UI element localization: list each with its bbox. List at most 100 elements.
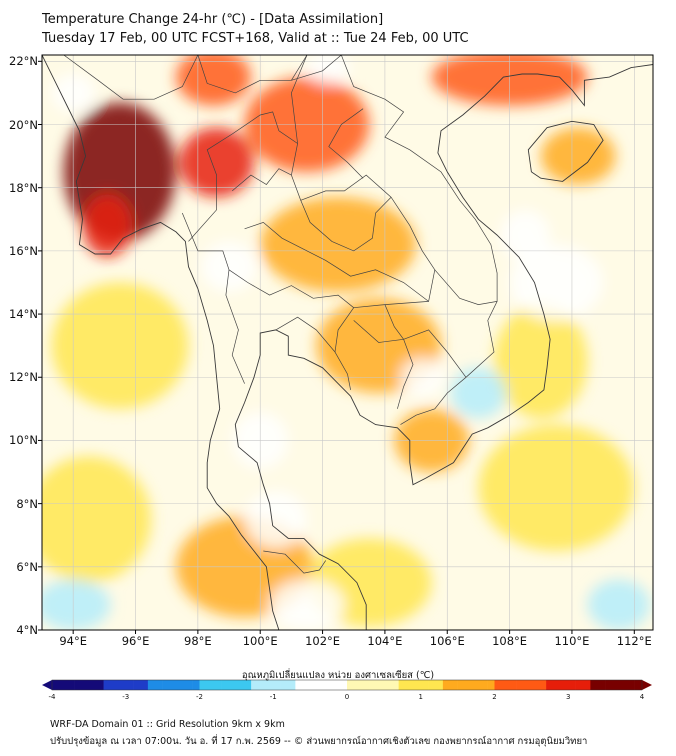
colorbar-segment bbox=[590, 680, 599, 690]
anomaly-blob bbox=[269, 579, 345, 630]
colorbar-segment bbox=[553, 680, 562, 690]
colorbar-tick-label: 0 bbox=[344, 693, 350, 701]
map-frame bbox=[41, 54, 654, 631]
anomaly-blob bbox=[587, 579, 650, 630]
lon-label: 94°E bbox=[59, 634, 87, 648]
colorbar-segment bbox=[265, 680, 274, 690]
colorbar-segment bbox=[619, 680, 628, 690]
colorbar-segment bbox=[354, 680, 363, 690]
lat-label: 6°N bbox=[16, 559, 38, 574]
lon-label: 96°E bbox=[121, 634, 150, 648]
coastline bbox=[234, 64, 653, 630]
colorbar-segment bbox=[96, 680, 104, 690]
border-line bbox=[231, 168, 292, 192]
lon-label: 98°E bbox=[184, 634, 212, 648]
colorbar-tick-label: 3 bbox=[566, 693, 571, 701]
colorbar-segment bbox=[560, 680, 569, 690]
border-line bbox=[340, 55, 498, 425]
colorbar-segment bbox=[494, 680, 503, 690]
map-title: Temperature Change 24-hr (℃) - [Data Ass… bbox=[42, 12, 384, 27]
colorbar-max-extension bbox=[642, 680, 652, 690]
colorbar-segment bbox=[472, 680, 481, 690]
border-line bbox=[300, 196, 392, 252]
colorbar-segment bbox=[538, 680, 547, 690]
anomaly-blob bbox=[450, 367, 507, 419]
colorbar-segment bbox=[288, 680, 296, 690]
colorbar-segment bbox=[420, 680, 429, 690]
colorbar-segment bbox=[487, 680, 495, 690]
map-subtitle: Tuesday 17 Feb, 00 UTC FCST+168, Valid a… bbox=[42, 31, 469, 46]
colorbar-segment bbox=[221, 680, 230, 690]
colorbar-segment bbox=[398, 680, 407, 690]
coastlines bbox=[42, 55, 653, 630]
colorbar-segment bbox=[310, 680, 318, 690]
colorbar-segment bbox=[236, 680, 245, 690]
colorbar-tick-label: -3 bbox=[122, 693, 130, 701]
anomaly-blob bbox=[494, 304, 588, 419]
anomaly-blob bbox=[51, 282, 189, 409]
border-line bbox=[275, 316, 336, 353]
colorbar-segment bbox=[442, 680, 451, 690]
colorbar-segment bbox=[435, 680, 444, 690]
colorbar-segment bbox=[347, 680, 355, 690]
colorbar-segment bbox=[479, 680, 488, 690]
colorbar-segment bbox=[361, 680, 370, 690]
colorbar-segment bbox=[383, 680, 392, 690]
colorbar-tick-label: 4 bbox=[639, 693, 645, 701]
coastline bbox=[527, 120, 604, 182]
colorbar-segment bbox=[324, 680, 333, 690]
coastline bbox=[42, 55, 280, 630]
colorbar-segment bbox=[280, 680, 289, 690]
colorbar-segment bbox=[140, 680, 149, 690]
colorbar-segment bbox=[376, 680, 385, 690]
colorbar-segment bbox=[258, 680, 267, 690]
colorbar-segment bbox=[605, 680, 613, 690]
colorbar-label: อุณหภูมิเปลี่ยนแปลง หน่วย องศาเซลเซียส (… bbox=[241, 670, 435, 681]
lat-label: 20°N bbox=[9, 117, 38, 132]
colorbar-segment bbox=[597, 680, 606, 690]
colorbar-segment bbox=[118, 680, 127, 690]
lon-label: 100°E bbox=[242, 634, 278, 648]
colorbar-segment bbox=[88, 680, 97, 690]
border-line bbox=[244, 222, 429, 302]
border-line bbox=[181, 212, 245, 384]
border-line bbox=[291, 55, 342, 81]
colorbar-segment bbox=[133, 680, 141, 690]
colorbar-segment bbox=[111, 680, 119, 690]
lat-lon-gridlines bbox=[42, 55, 653, 630]
colorbar-segment bbox=[450, 680, 458, 690]
border-line bbox=[384, 304, 414, 409]
colorbar-segment bbox=[229, 680, 237, 690]
colorbar-segment bbox=[568, 680, 576, 690]
colorbar-min-extension bbox=[42, 680, 52, 690]
colorbar-segment bbox=[103, 680, 112, 690]
anomaly-blob bbox=[260, 197, 417, 292]
anomaly-blob bbox=[478, 424, 635, 552]
colorbar bbox=[42, 679, 652, 691]
colorbar-segment bbox=[66, 680, 75, 690]
anomaly-blob bbox=[42, 456, 152, 583]
colorbar-segment bbox=[199, 680, 208, 690]
border-line bbox=[197, 55, 308, 94]
colorbar-segment bbox=[501, 680, 510, 690]
border-line bbox=[328, 108, 364, 179]
colorbar-segment bbox=[52, 680, 60, 690]
colorbar-segment bbox=[391, 680, 399, 690]
colorbar-segment bbox=[177, 680, 186, 690]
border-line bbox=[228, 269, 354, 308]
colorbar-segment bbox=[147, 680, 156, 690]
anomaly-blob bbox=[540, 127, 616, 185]
anomaly-blob bbox=[500, 209, 551, 261]
lat-label: 16°N bbox=[9, 243, 38, 258]
colorbar-segment bbox=[214, 680, 222, 690]
colorbar-tick-label: -4 bbox=[48, 693, 56, 701]
lon-label: 104°E bbox=[367, 634, 403, 648]
border-line bbox=[353, 320, 467, 378]
border-line bbox=[63, 55, 199, 100]
lat-label: 10°N bbox=[9, 433, 38, 448]
border-line bbox=[291, 55, 308, 144]
colorbar-segment bbox=[74, 680, 82, 690]
colorbar-segment bbox=[155, 680, 163, 690]
lat-label: 4°N bbox=[16, 623, 38, 637]
